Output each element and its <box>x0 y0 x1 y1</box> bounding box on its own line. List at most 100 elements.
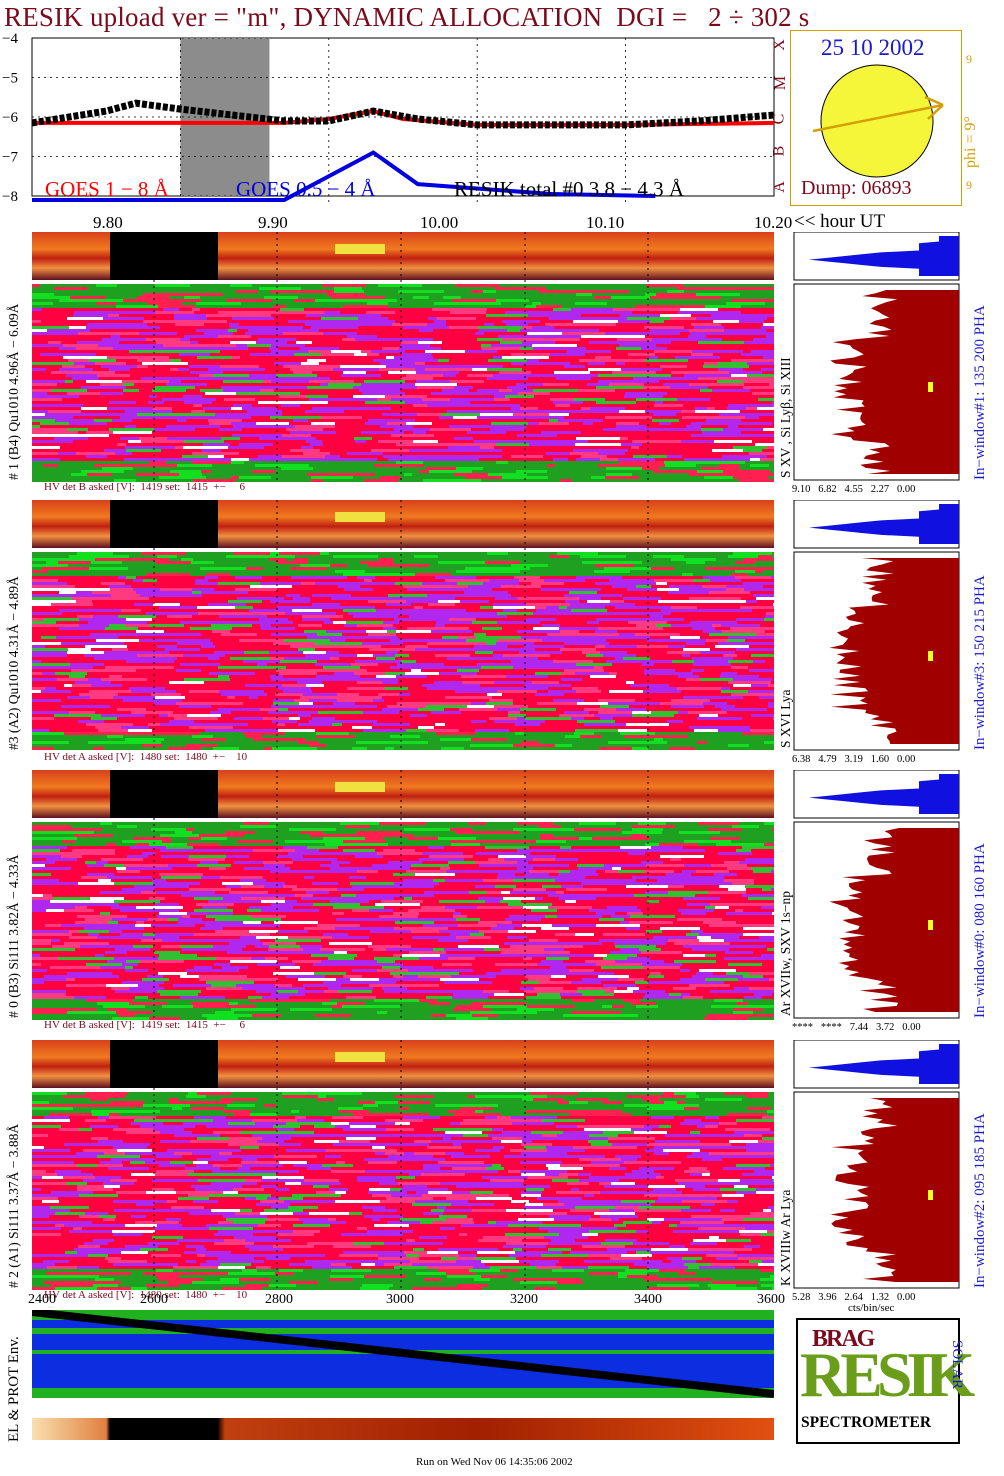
spectrum-cell <box>375 903 420 906</box>
spectrum-cell <box>161 332 169 335</box>
spectrum-cell <box>738 900 774 903</box>
spectrum-cell <box>52 894 86 897</box>
spectrum-cell <box>483 320 502 323</box>
spectrum-cell <box>709 591 750 594</box>
spectrum-cell <box>67 392 100 395</box>
spectrum-cell <box>356 879 403 882</box>
spectrum-cell <box>147 621 180 624</box>
spectrum-cell <box>332 930 370 933</box>
spectrum-cell <box>240 356 267 359</box>
spectrum-cell <box>682 455 722 458</box>
spectrum-cell <box>396 630 431 633</box>
spectrum-cell <box>756 636 774 639</box>
spectrum-cell <box>306 684 324 687</box>
spectrum-cell <box>521 284 562 287</box>
spectrum-cell <box>335 684 352 687</box>
spectrum-cell <box>715 645 749 648</box>
spectrum-cell <box>192 636 222 639</box>
spectrum-cell <box>116 302 124 305</box>
spectrum-cell <box>456 612 488 615</box>
spectrum-cell <box>711 864 720 867</box>
spectrum-cell <box>107 422 145 425</box>
spectrum-cell <box>528 323 545 326</box>
spectrum-cell <box>122 561 139 564</box>
spectrum-cell <box>360 903 375 906</box>
spectrum-cell <box>654 663 693 666</box>
spectrum-cell <box>256 936 288 939</box>
spectrum-cell <box>413 440 438 443</box>
spectrum-cell <box>601 446 631 449</box>
spectrum-cell <box>462 681 494 684</box>
spectrum-cell <box>533 627 559 630</box>
spectrum-cell <box>491 927 514 930</box>
spectrum-cell <box>724 395 759 398</box>
spectrum-cell <box>235 696 249 699</box>
spectrum-cell <box>654 579 693 582</box>
spectrum-cell <box>32 834 74 837</box>
spectrum-cell <box>124 897 149 900</box>
spectrum-cell <box>627 666 667 669</box>
spectrum-cell <box>669 594 706 597</box>
spectrum-cell <box>598 627 633 630</box>
spectrum-cell <box>32 855 61 858</box>
spectrum-cell <box>591 377 633 380</box>
spectrum-cell <box>443 374 456 377</box>
spectrum-cell <box>148 401 164 404</box>
spectrum-cell <box>655 353 691 356</box>
spectrum-cell <box>118 344 163 347</box>
spectrum-cell <box>653 470 697 473</box>
spectrum-cell <box>214 651 244 654</box>
spectrum-cell <box>87 425 101 428</box>
spectrum-cell <box>239 846 283 849</box>
spectrum-cell <box>306 440 322 443</box>
spectrum-cell <box>477 389 499 392</box>
spectrum-cell <box>600 651 627 654</box>
spectrum-cell <box>616 675 662 678</box>
spectrum-cell <box>332 723 342 726</box>
spectrum-cell <box>325 843 366 846</box>
spectrum-cell <box>527 332 562 335</box>
spectrum-cell <box>220 663 235 666</box>
spectrum-cell <box>225 621 258 624</box>
spectrum-cell <box>179 684 187 687</box>
spectrum-cell <box>207 359 233 362</box>
spectrum-cell <box>626 383 644 386</box>
spectrum-cell <box>627 317 670 320</box>
spectrum-cell <box>532 344 577 347</box>
spectrum-cell <box>560 630 579 633</box>
spectrum-cell <box>427 945 458 948</box>
spectrum-cell <box>160 834 199 837</box>
spectrum-cell <box>723 654 737 657</box>
spectrum-cell <box>298 570 335 573</box>
spectrum-cell <box>237 594 273 597</box>
spectrum-cell <box>406 870 446 873</box>
spectrum-cell <box>204 323 229 326</box>
spectrum-cell <box>560 846 571 849</box>
spectrum-cell <box>744 383 769 386</box>
spectrum-cell <box>728 425 738 428</box>
spectrum-cell <box>517 717 525 720</box>
spectrum-cell <box>430 428 471 431</box>
spectrum-cell <box>32 711 69 714</box>
spectrum-cell <box>311 476 353 479</box>
spectrum-cell <box>517 609 525 612</box>
spectrum-cell <box>373 948 386 951</box>
spectrum-cell <box>247 395 279 398</box>
spectrum-cell <box>210 858 225 861</box>
spectrum-cell <box>135 924 151 927</box>
spectrum-cell <box>455 873 498 876</box>
spectrum-cell <box>329 407 359 410</box>
spectrum-cell <box>32 335 69 338</box>
spectrum-cell <box>661 609 675 612</box>
spectrum-cell <box>720 864 747 867</box>
spectrum-cell <box>79 693 118 696</box>
spectrum-cell <box>87 924 115 927</box>
spectrum-cell <box>77 552 113 555</box>
spectrum-cell <box>125 582 153 585</box>
spectrum-cell <box>652 416 682 419</box>
spectrum-cell <box>252 284 287 287</box>
spectrum-cell <box>515 305 525 308</box>
spectrum-cell <box>333 555 378 558</box>
spectrum-cell <box>598 873 639 876</box>
spectrum-cell <box>529 729 575 732</box>
